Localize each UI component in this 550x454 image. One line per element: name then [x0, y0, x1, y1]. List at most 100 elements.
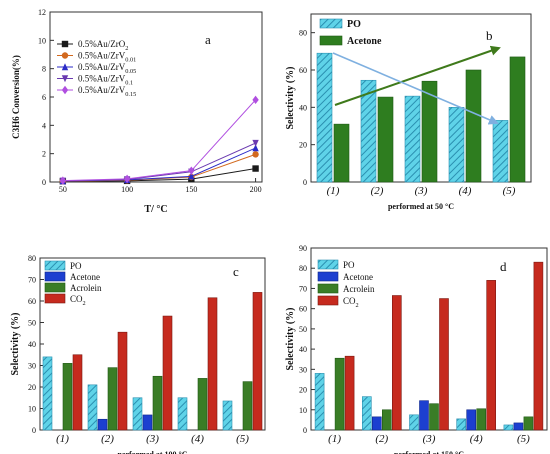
panel-a-legend-label-sub: 0.1 — [125, 80, 133, 87]
panel-a-ytick-label: 6 — [42, 93, 46, 102]
panel-c-bar — [242, 381, 253, 431]
panel-d-legend-label-main: CO — [343, 296, 356, 306]
panel-d-bar — [486, 280, 497, 431]
panel-a-data-point — [188, 166, 195, 175]
panel-d-y-axis-label: Selectivity (%) — [285, 307, 296, 370]
panel-d-ytick-label: 50 — [299, 325, 307, 334]
panel-d-bar — [439, 298, 449, 431]
panel-a-legend-label: 0.5%Au/ZrV0.15 — [78, 85, 136, 98]
panel-d-bar-chart: 0 10 20 30 40 50 60 70 80 90 (1) (2) (3) (4) (5) Select… — [285, 244, 548, 454]
panel-b-bar — [492, 120, 509, 183]
panel-b-ytick-label: 80 — [299, 29, 307, 38]
panel-d-letter: d — [500, 259, 507, 274]
panel-b-bar — [448, 107, 465, 183]
panel-a-legend-label: 0.5%Au/ZrV0.05 — [78, 62, 136, 75]
panel-b-x-axis-label: performed at 50 °C — [388, 202, 454, 211]
panel-a-legend-marker — [61, 63, 69, 71]
panel-a-ytick-label: 8 — [42, 65, 46, 74]
panel-d-bar — [391, 295, 402, 431]
panel-b-ytick-label: 60 — [299, 66, 307, 75]
panel-d-bar — [409, 414, 419, 431]
panel-b-legend-swatch — [319, 35, 343, 46]
panel-c-bar — [117, 331, 128, 431]
panel-a-legend-label: 0.5%Au/ZrV0.01 — [78, 51, 136, 64]
panel-d-bar — [523, 416, 534, 431]
panel-c-ytick-label: 20 — [28, 383, 36, 392]
panel-d-bar — [381, 409, 392, 431]
panel-c-legend-swatch — [44, 271, 66, 282]
panel-d-legend-label: PO — [343, 260, 355, 270]
panel-b-legend-label: PO — [347, 19, 361, 30]
panel-c-legend-swatch — [44, 282, 66, 293]
panel-d-bar — [476, 408, 487, 431]
panel-c-legend-label: Acetone — [70, 272, 100, 282]
panel-b-category-label: (1) — [327, 185, 340, 197]
panel-d-legend-swatch — [317, 259, 339, 270]
panel-c-ytick-label: 60 — [28, 297, 36, 306]
panel-c-bar — [42, 356, 53, 431]
panel-a-xtick-label: 50 — [59, 185, 67, 194]
panel-b-bar — [360, 79, 377, 183]
panel-d-bar — [429, 403, 439, 431]
panel-d-ytick-label: 70 — [299, 284, 307, 293]
panel-a-legend-label-main: 0.5%Au/ZrV — [78, 74, 126, 84]
panel-c-legend-label: CO2 — [70, 294, 86, 307]
panel-c-bar — [87, 384, 98, 431]
panel-d-bar — [334, 357, 345, 431]
panel-b-bar — [509, 56, 526, 183]
panel-c-y-axis-label: Selectivity (%) — [10, 312, 21, 375]
panel-b-category-label: (3) — [415, 185, 428, 197]
panel-b-legend-label: Acetone — [347, 36, 382, 47]
panel-a-legend-marker — [61, 40, 69, 48]
panel-c-bar — [72, 354, 83, 431]
panel-c-bar — [207, 297, 218, 431]
panel-b-frame — [310, 13, 532, 183]
panel-a-data-point — [252, 151, 259, 158]
panel-c-category-label: (2) — [101, 433, 114, 445]
panel-c-legend-swatch — [44, 293, 66, 304]
panel-a-legend-label-sub: 0.05 — [125, 68, 136, 75]
panel-d-ytick-label: 60 — [299, 305, 307, 314]
panel-b-bar — [377, 96, 394, 183]
panel-c-bar — [252, 292, 263, 431]
panel-b-ytick-label: 0 — [303, 178, 307, 187]
panel-b-legend-swatch — [319, 18, 343, 29]
panel-d-bar — [314, 373, 325, 431]
panel-d-category-label: (3) — [423, 433, 436, 445]
panel-a-data-point — [252, 144, 259, 152]
panel-c-category-label: (1) — [56, 433, 69, 445]
panel-a-data-point — [252, 165, 259, 172]
panel-b-bar-chart: 0 20 40 60 80 (1) (2) (3) (4) (5) Selectivity (%) p… — [285, 13, 532, 211]
panel-a-legend-label-sub: 0.01 — [125, 57, 136, 64]
panel-c-ytick-label: 10 — [28, 405, 36, 414]
panel-c-category-label: (5) — [236, 433, 249, 445]
panel-b-category-label: (5) — [503, 185, 516, 197]
panel-c-legend-label-main: CO — [70, 294, 83, 304]
panel-d-ytick-label: 80 — [299, 264, 307, 273]
panel-b-category-label: (2) — [371, 185, 384, 197]
panel-c-ytick-label: 30 — [28, 362, 36, 371]
panel-c-bar — [177, 397, 188, 431]
panel-b-y-axis-label: Selectivity (%) — [285, 66, 296, 129]
panel-d-bar — [361, 396, 372, 431]
panel-c-bar — [62, 363, 73, 431]
panel-c-bar-chart: 0 10 20 30 40 50 60 70 80 (1) (2) (3) (4) (5) Selectiv… — [10, 254, 266, 454]
panel-a-x-axis-label: T/ °C — [144, 204, 167, 215]
panel-d-category-label: (2) — [375, 433, 388, 445]
panel-b-bar — [333, 123, 350, 183]
panel-a-legend-marker — [61, 75, 69, 83]
panel-a-ytick-label: 12 — [38, 8, 46, 17]
panel-a-ytick-label: 2 — [42, 150, 46, 159]
panel-a-xtick-label: 200 — [250, 185, 262, 194]
panel-c-bar — [152, 375, 163, 431]
panel-d-ytick-label: 0 — [303, 426, 307, 435]
panel-c-category-label: (3) — [146, 433, 159, 445]
panel-a-legend-marker — [61, 85, 69, 95]
panel-a-legend-label-main: 0.5%Au/ZrV — [78, 51, 126, 61]
panel-a-data-point — [252, 139, 259, 147]
panel-d-category-label: (1) — [328, 433, 341, 445]
panel-d-bar — [466, 409, 477, 431]
panel-b-category-label: (4) — [459, 185, 472, 197]
panel-a-legend-label-main: 0.5%Au/ZrV — [78, 62, 126, 72]
panel-a-series-line — [62, 153, 256, 182]
